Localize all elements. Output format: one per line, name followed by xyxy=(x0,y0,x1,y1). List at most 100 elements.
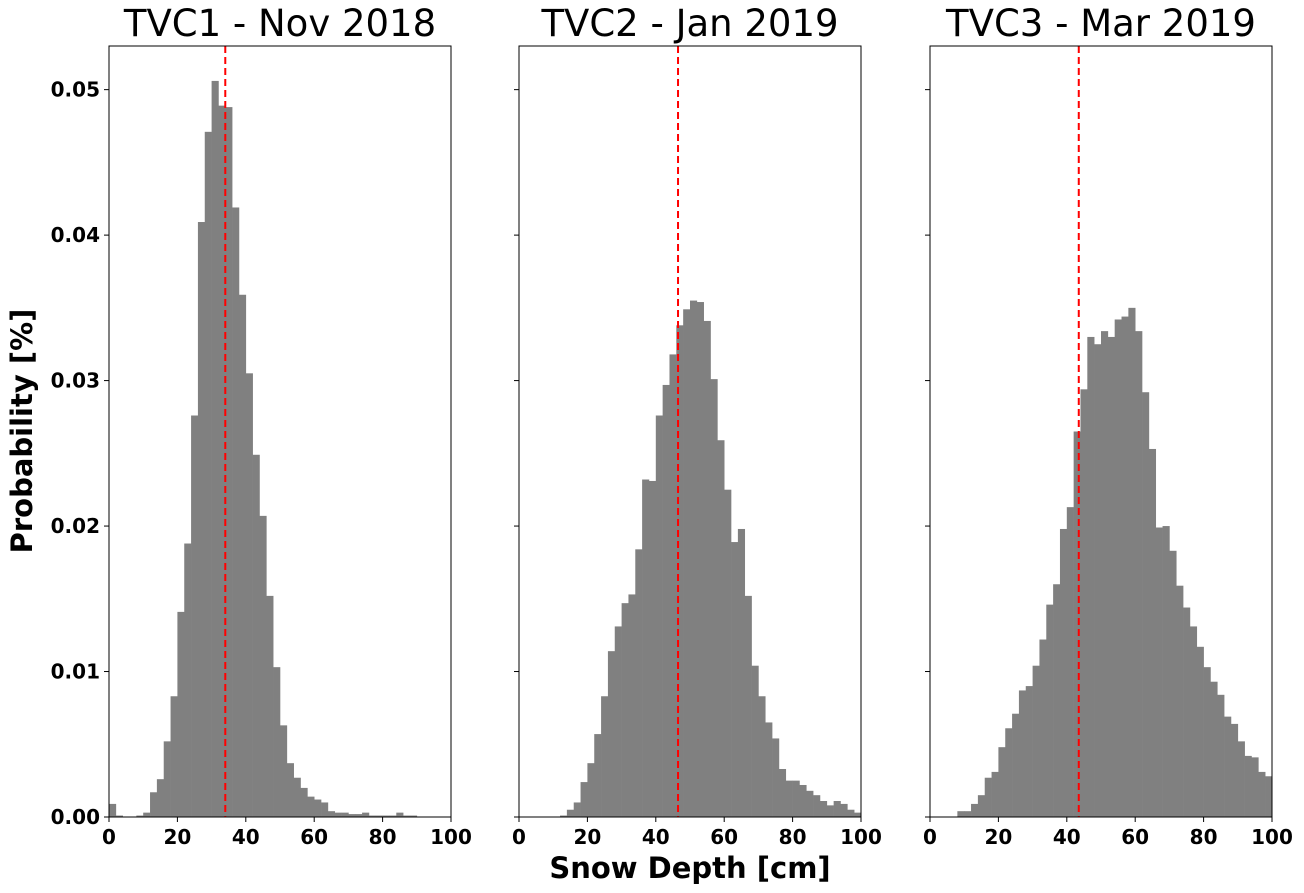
histogram-bar xyxy=(314,799,322,817)
x-tick-label: 80 xyxy=(779,825,807,849)
histogram-panel-2: 0 20 40 60 80 100 TVC2 - Jan 2019 xyxy=(512,2,882,849)
histogram-bar xyxy=(587,763,595,817)
histogram-bar xyxy=(1039,639,1047,817)
histogram-bar xyxy=(307,796,315,817)
histogram-bar xyxy=(690,300,698,818)
x-tick-label: 80 xyxy=(1190,825,1218,849)
histogram-bar xyxy=(1230,723,1239,817)
y-tick-label: 0.03 xyxy=(51,369,100,393)
histogram-bar xyxy=(778,768,787,817)
histogram-bar xyxy=(300,787,308,817)
histogram-bar xyxy=(136,815,144,817)
x-tick-label: 20 xyxy=(573,825,601,849)
y-tick-label: 0.00 xyxy=(51,805,100,829)
histogram-bar xyxy=(204,131,212,817)
histogram-bar xyxy=(799,784,807,817)
x-tick-label: 100 xyxy=(1251,825,1293,849)
histogram-bar xyxy=(785,780,793,817)
y-tick-label: 0.04 xyxy=(51,223,100,247)
histogram-bar xyxy=(184,543,192,817)
x-tick-label: 60 xyxy=(1121,825,1149,849)
histogram-bar xyxy=(143,812,151,817)
x-tick-label: 40 xyxy=(1053,825,1081,849)
x-tick-label: 20 xyxy=(163,825,191,849)
histogram-bar xyxy=(971,803,979,817)
histogram-bar xyxy=(150,792,158,817)
histogram-bar xyxy=(1059,528,1068,817)
x-tick-label: 0 xyxy=(102,825,116,849)
histogram-bar xyxy=(819,800,828,817)
y-tick-label: 0.01 xyxy=(51,660,100,684)
histogram-bar xyxy=(560,815,568,817)
histogram-bar xyxy=(334,812,342,817)
histogram-bar xyxy=(703,320,711,817)
histogram-bar xyxy=(191,415,199,817)
histogram-bar xyxy=(991,771,999,817)
histogram-bar xyxy=(197,222,206,817)
histogram-bar xyxy=(977,795,986,817)
x-tick-label: 40 xyxy=(232,825,260,849)
histogram-bar xyxy=(109,803,117,817)
histogram-bar xyxy=(163,741,171,817)
histogram-bar xyxy=(245,373,253,817)
histogram-bar xyxy=(601,696,609,817)
histogram-bar xyxy=(847,809,855,817)
histogram-bar xyxy=(628,594,636,817)
histogram-bar xyxy=(389,815,397,817)
histogram-bar xyxy=(409,815,418,817)
histogram-bar xyxy=(669,354,677,817)
histogram-bar xyxy=(1073,431,1081,817)
x-tick-label: 40 xyxy=(642,825,670,849)
histogram-bar xyxy=(840,803,848,817)
histogram-bar xyxy=(1128,307,1136,817)
axes-frame xyxy=(108,45,452,818)
x-tick-label: 0 xyxy=(923,825,937,849)
histogram-bar xyxy=(744,595,752,817)
histogram-bar xyxy=(621,603,629,817)
y-tick-label: 0.02 xyxy=(51,514,100,538)
histogram-bar xyxy=(758,696,766,817)
histogram-bar xyxy=(177,611,185,817)
histogram-bar xyxy=(1107,336,1115,817)
histogram-bar xyxy=(1155,527,1163,817)
histogram-bar xyxy=(156,779,165,817)
histogram-bar xyxy=(573,802,581,817)
histogram-bar xyxy=(1101,331,1109,817)
panel-title: TVC3 - Mar 2019 xyxy=(945,2,1256,45)
histogram-bar xyxy=(115,815,123,817)
histogram-bar xyxy=(1162,526,1170,817)
histogram-bar xyxy=(964,811,972,817)
histogram-bar xyxy=(1251,757,1259,817)
histogram-bar xyxy=(1224,716,1232,817)
histogram-bar xyxy=(594,734,602,817)
histogram-bar xyxy=(984,777,992,817)
histogram-bar xyxy=(266,595,274,817)
histogram-bar xyxy=(293,777,301,817)
histogram-bar xyxy=(833,800,841,817)
histogram-bar xyxy=(375,815,383,817)
x-tick-label: 60 xyxy=(300,825,328,849)
histogram-bar xyxy=(348,814,356,817)
histogram-bar xyxy=(1018,690,1027,817)
histogram-bar xyxy=(751,665,759,817)
histogram-bar xyxy=(259,515,267,817)
histogram-bar xyxy=(826,805,834,817)
histogram-bar xyxy=(273,667,281,817)
histogram-bar xyxy=(806,790,814,817)
histogram-bar xyxy=(1148,448,1157,817)
x-tick-label: 20 xyxy=(984,825,1012,849)
histogram-bar xyxy=(566,809,575,817)
histogram-bar xyxy=(1265,776,1273,817)
histogram-bar xyxy=(225,107,233,817)
histogram-bar xyxy=(724,489,732,817)
histogram-bar xyxy=(1169,550,1177,817)
histogram-bar xyxy=(1087,336,1095,817)
histogram-bar xyxy=(998,747,1006,817)
histogram-bar xyxy=(1176,585,1184,817)
histogram-bar xyxy=(676,325,684,817)
histogram-bar xyxy=(614,626,622,817)
histogram-bar xyxy=(772,738,780,817)
histogram-bar xyxy=(580,782,588,817)
histogram-bar xyxy=(1189,626,1198,817)
